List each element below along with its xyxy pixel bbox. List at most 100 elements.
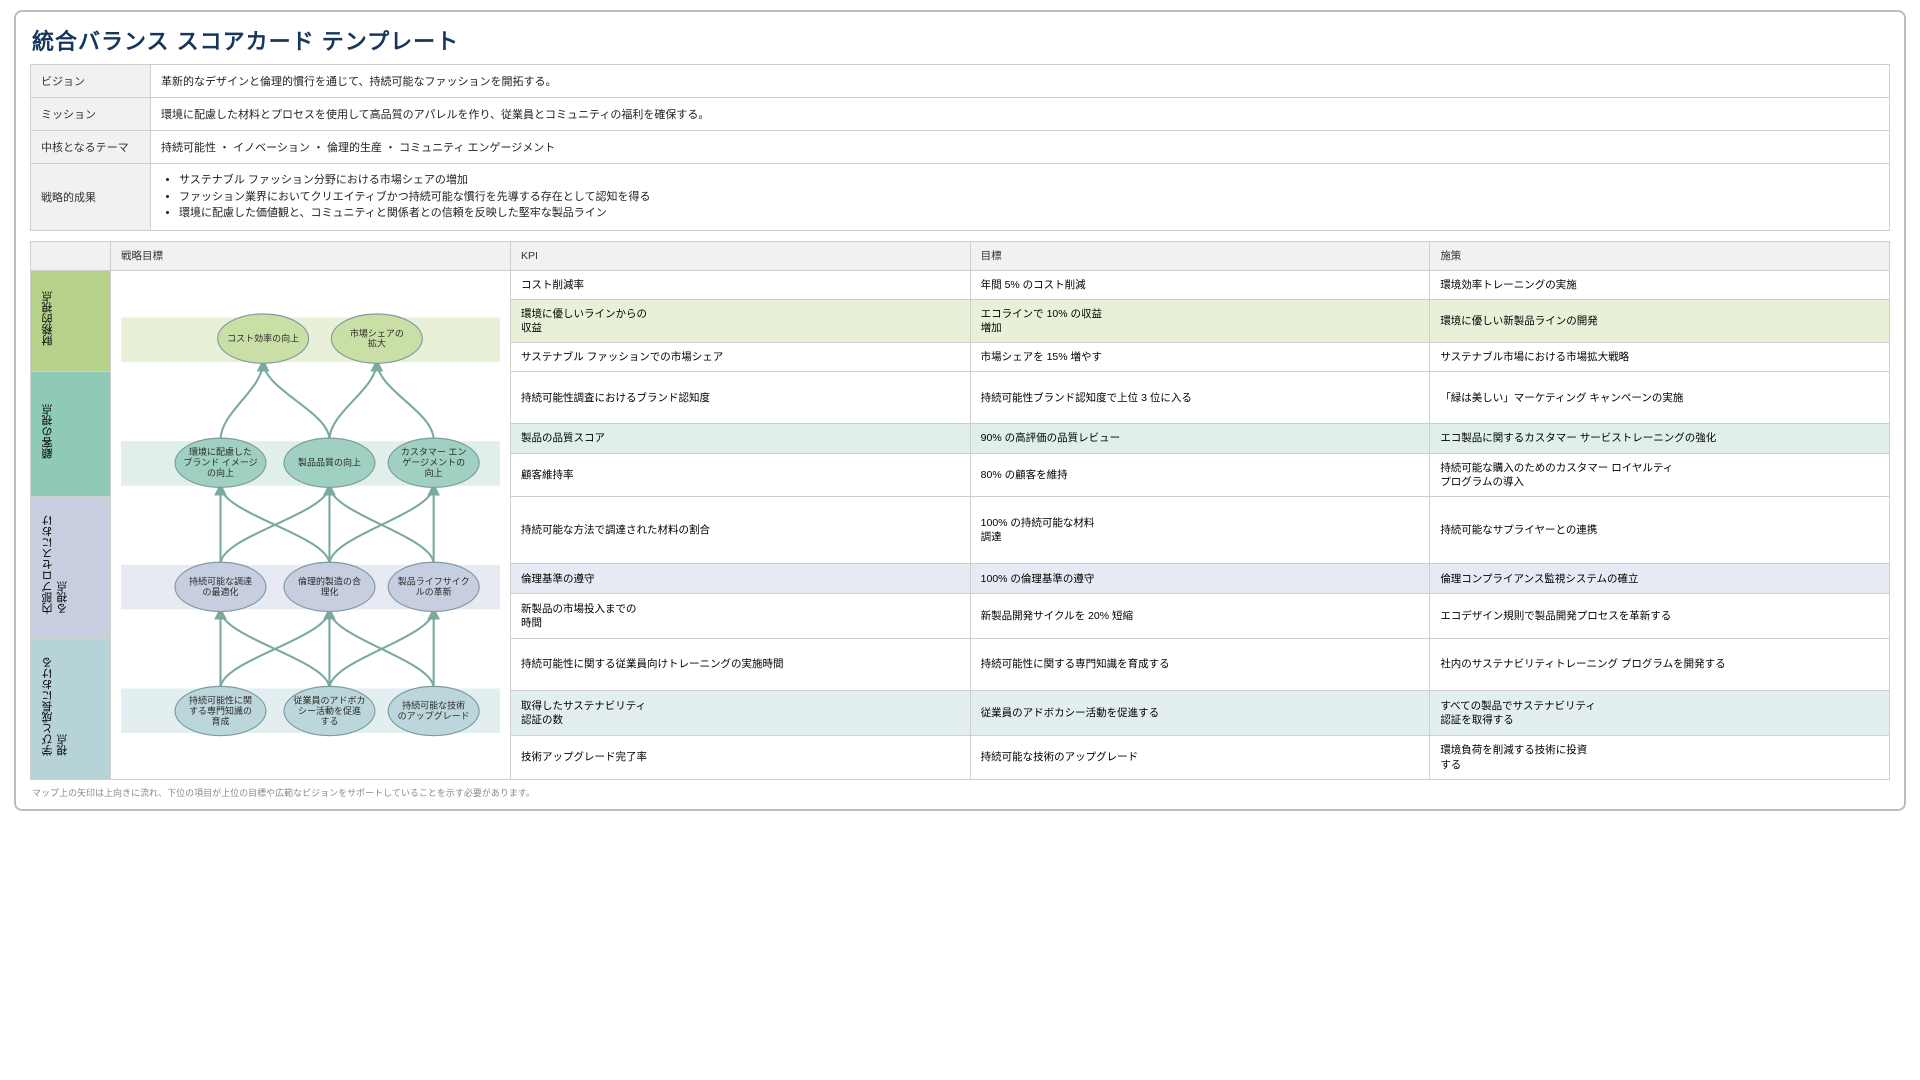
grid-cell-kpi: 技術アップグレード完了率 [511, 735, 971, 779]
map-node: 持続可能な技術のアップグレード [388, 686, 479, 735]
svg-text:倫理的製造の合: 倫理的製造の合 [298, 575, 361, 586]
svg-text:のアップグレード: のアップグレード [398, 710, 470, 721]
svg-text:カスタマー エン: カスタマー エン [401, 447, 467, 457]
perspective-header: 内部プロセスにおける視点 [31, 496, 111, 638]
col-goal: 目標 [970, 241, 1430, 270]
meta-value: サステナブル ファッション分野における市場シェアの増加ファッション業界においてク… [151, 164, 1890, 231]
grid-cell-goal: 100% の倫理基準の遵守 [970, 564, 1430, 594]
map-node: 環境に配慮したブランド イメージの向上 [175, 438, 266, 487]
map-node: コスト効率の向上 [218, 314, 309, 363]
map-node: 持続可能な調達の最適化 [175, 562, 266, 611]
svg-text:理化: 理化 [320, 586, 338, 597]
svg-text:ルの革新: ルの革新 [416, 586, 452, 597]
svg-text:向上: 向上 [425, 467, 443, 478]
grid-cell-kpi: コスト削減率 [511, 270, 971, 299]
perspective-header: 財務的視点 [31, 270, 111, 372]
map-arrow [329, 485, 433, 564]
grid-cell-goal: 80% の顧客を維持 [970, 453, 1430, 496]
outcome-item: サステナブル ファッション分野における市場シェアの増加 [179, 172, 1879, 189]
svg-text:持続可能な技術: 持続可能な技術 [402, 699, 465, 710]
col-blank [31, 241, 111, 270]
svg-text:市場シェアの: 市場シェアの [350, 327, 404, 338]
grid-cell-kpi: 環境に優しいラインからの収益 [511, 299, 971, 342]
grid-cell-kpi: 製品の品質スコア [511, 424, 971, 453]
outcome-item: 環境に配慮した価値観と、コミュニティと関係者との信頼を反映した堅牢な製品ライン [179, 205, 1879, 222]
map-node: 従業員のアドボカシー活動を促進する [284, 686, 375, 735]
grid-cell-init: 社内のサステナビリティトレーニング プログラムを開発する [1430, 638, 1890, 691]
perspective-header: 顧客の視点 [31, 372, 111, 497]
grid-cell-goal: 持続可能な技術のアップグレード [970, 735, 1430, 779]
grid-cell-goal: 従業員のアドボカシー活動を促進する [970, 691, 1430, 735]
grid-cell-init: サステナブル市場における市場拡大戦略 [1430, 343, 1890, 372]
grid-cell-init: すべての製品でサステナビリティ認証を取得する [1430, 691, 1890, 735]
map-node: カスタマー エンゲージメントの向上 [388, 438, 479, 487]
grid-cell-kpi: サステナブル ファッションでの市場シェア [511, 343, 971, 372]
grid-cell-init: 環境効率トレーニングの実施 [1430, 270, 1890, 299]
map-node: 製品品質の向上 [284, 438, 375, 487]
svg-text:従業員のアドボカ: 従業員のアドボカ [293, 694, 365, 705]
perspective-header: 学びと成長における視点 [31, 638, 111, 780]
svg-text:育成: 育成 [211, 715, 229, 726]
meta-value: 環境に配慮した材料とプロセスを使用して高品質のアパレルを作り、従業員とコミュニテ… [151, 98, 1890, 131]
map-arrow [220, 609, 329, 688]
map-node: 市場シェアの拡大 [331, 314, 422, 363]
col-init: 施策 [1430, 241, 1890, 270]
grid-cell-goal: 100% の持続可能な材料調達 [970, 496, 1430, 563]
grid-cell-goal: 年間 5% のコスト削減 [970, 270, 1430, 299]
svg-text:する: する [320, 716, 338, 726]
svg-text:持続可能性に関: 持続可能性に関 [189, 694, 252, 705]
meta-label: 中核となるテーマ [31, 131, 151, 164]
svg-text:ブランド イメージ: ブランド イメージ [183, 456, 257, 467]
grid-cell-goal: 市場シェアを 15% 増やす [970, 343, 1430, 372]
grid-cell-init: 「緑は美しい」マーケティング キャンペーンの実施 [1430, 372, 1890, 424]
svg-text:コスト効率の向上: コスト効率の向上 [227, 332, 299, 343]
meta-value: 革新的なデザインと倫理的慣行を通じて、持続可能なファッションを開拓する。 [151, 65, 1890, 98]
grid-cell-init: 持続可能なサプライヤーとの連携 [1430, 496, 1890, 563]
meta-table: ビジョン 革新的なデザインと倫理的慣行を通じて、持続可能なファッションを開拓する… [30, 64, 1890, 231]
map-node: 製品ライフサイクルの革新 [388, 562, 479, 611]
grid-cell-goal: エコラインで 10% の収益増加 [970, 299, 1430, 342]
map-arrow [329, 609, 433, 688]
map-arrow [263, 361, 329, 440]
grid-cell-kpi: 取得したサステナビリティ認証の数 [511, 691, 971, 735]
map-arrow [220, 361, 263, 440]
grid-cell-kpi: 新製品の市場投入までの時間 [511, 594, 971, 638]
meta-label: 戦略的成果 [31, 164, 151, 231]
map-arrow [377, 361, 434, 440]
svg-text:の最適化: の最適化 [202, 586, 238, 597]
svg-text:製品品質の向上: 製品品質の向上 [298, 456, 361, 467]
grid-cell-init: 環境に優しい新製品ラインの開発 [1430, 299, 1890, 342]
page-title: 統合バランス スコアカード テンプレート [32, 24, 1890, 56]
grid-cell-init: 倫理コンプライアンス監視システムの確立 [1430, 564, 1890, 594]
svg-text:する専門知識の: する専門知識の [189, 705, 252, 716]
grid-cell-goal: 新製品開発サイクルを 20% 短縮 [970, 594, 1430, 638]
grid-cell-init: エコ製品に関するカスタマー サービストレーニングの強化 [1430, 424, 1890, 453]
scorecard-grid: 戦略目標 KPI 目標 施策 財務的視点 コスト効率の向上 市場シェアの拡大 環… [30, 241, 1890, 781]
svg-text:製品ライフサイク: 製品ライフサイク [398, 575, 470, 586]
svg-text:拡大: 拡大 [368, 337, 386, 348]
map-node: 持続可能性に関する専門知識の育成 [175, 686, 266, 735]
svg-text:ゲージメントの: ゲージメントの [402, 456, 465, 467]
meta-label: ミッション [31, 98, 151, 131]
map-node: 倫理的製造の合理化 [284, 562, 375, 611]
footnote: マップ上の矢印は上向きに流れ、下位の項目が上位の目標や広範なビジョンをサポートし… [32, 786, 1890, 799]
grid-cell-kpi: 倫理基準の遵守 [511, 564, 971, 594]
grid-cell-kpi: 顧客維持率 [511, 453, 971, 496]
map-arrow [220, 485, 329, 564]
strategy-map: コスト効率の向上 市場シェアの拡大 環境に配慮したブランド イメージの向上 製品… [111, 270, 511, 780]
grid-cell-init: エコデザイン規則で製品開発プロセスを革新する [1430, 594, 1890, 638]
outcome-item: ファッション業界においてクリエイティブかつ持続可能な慣行を先導する存在として認知… [179, 189, 1879, 206]
grid-cell-goal: 90% の高評価の品質レビュー [970, 424, 1430, 453]
col-kpi: KPI [511, 241, 971, 270]
meta-label: ビジョン [31, 65, 151, 98]
scorecard-frame: 統合バランス スコアカード テンプレート ビジョン 革新的なデザインと倫理的慣行… [14, 10, 1906, 811]
grid-cell-goal: 持続可能性に関する専門知識を育成する [970, 638, 1430, 691]
svg-text:の向上: の向上 [207, 467, 234, 478]
grid-cell-kpi: 持続可能な方法で調達された材料の割合 [511, 496, 971, 563]
svg-text:環境に配慮した: 環境に配慮した [189, 446, 252, 457]
grid-cell-init: 持続可能な購入のためのカスタマー ロイヤルティプログラムの導入 [1430, 453, 1890, 496]
map-arrow [329, 361, 376, 440]
grid-cell-init: 環境負荷を削減する技術に投資する [1430, 735, 1890, 779]
col-strategy: 戦略目標 [111, 241, 511, 270]
svg-text:持続可能な調達: 持続可能な調達 [189, 575, 252, 586]
